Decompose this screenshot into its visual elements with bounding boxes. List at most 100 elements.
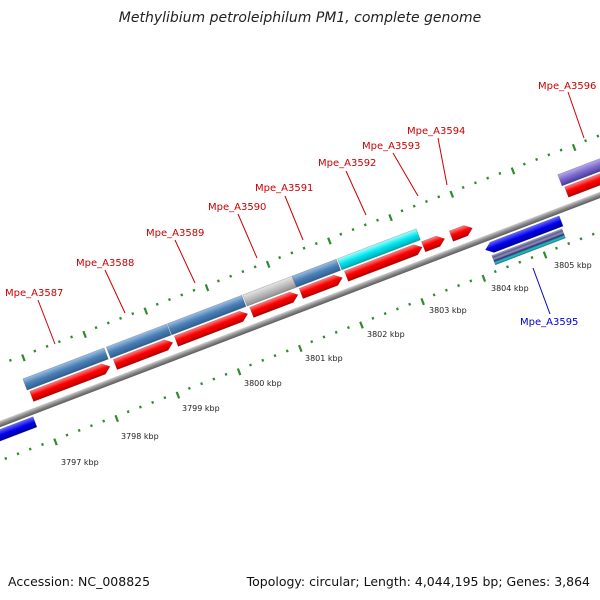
major-tick — [114, 414, 119, 423]
cds-arrow-mpe-a3587[interactable] — [29, 361, 112, 402]
minor-tick — [555, 246, 558, 250]
tick-label-3798: 3798 kbp — [121, 432, 159, 441]
minor-tick — [559, 148, 563, 152]
gene-label-mpe-a3594[interactable]: Mpe_A3594 — [407, 126, 465, 137]
minor-tick — [200, 382, 204, 386]
minor-tick — [192, 288, 196, 292]
minor-tick — [518, 260, 522, 264]
minor-tick — [310, 340, 314, 344]
minor-tick — [457, 284, 461, 288]
cds-arrow-mpe-a3591[interactable] — [298, 273, 344, 300]
minor-tick — [334, 330, 338, 334]
major-tick — [327, 237, 332, 245]
minor-tick — [151, 400, 155, 404]
gene-features[interactable] — [0, 157, 600, 460]
tick-label-3804: 3804 kbp — [491, 284, 529, 293]
minor-tick — [33, 349, 37, 353]
tick-marks — [4, 134, 600, 461]
minor-tick — [102, 419, 106, 423]
gene-box-mpe-a3592[interactable] — [337, 228, 421, 271]
minor-tick — [591, 232, 595, 236]
minor-tick — [261, 358, 265, 362]
minor-tick — [155, 302, 159, 306]
cds-arrow-mpe-a3596[interactable] — [564, 171, 600, 198]
minor-tick — [314, 241, 318, 246]
minor-tick — [168, 298, 171, 302]
minor-tick — [138, 405, 142, 409]
upper-tick-row — [8, 134, 600, 362]
minor-tick — [28, 447, 32, 451]
minor-tick — [119, 316, 122, 320]
cds-arrow-mpe-a3592[interactable] — [344, 242, 424, 282]
minor-tick — [596, 134, 600, 138]
cds-box-partial-left[interactable] — [0, 416, 38, 450]
minor-tick — [70, 335, 74, 339]
gene-label-mpe-a3592[interactable]: Mpe_A3592 — [318, 158, 376, 169]
minor-tick — [371, 316, 375, 320]
cds-arrow-mpe-a3588[interactable] — [112, 337, 174, 371]
minor-tick — [89, 424, 93, 428]
minor-tick — [425, 199, 428, 204]
cds-arrow-mpe-a3590[interactable] — [249, 290, 300, 318]
gene-label-mpe-a3589[interactable]: Mpe_A3589 — [146, 228, 204, 239]
major-tick — [449, 190, 455, 198]
minor-tick — [506, 265, 510, 269]
leader-line — [345, 170, 367, 216]
gene-label-mpe-a3596[interactable]: Mpe_A3596 — [538, 81, 596, 92]
gene-box-mpe-a3591[interactable] — [291, 258, 342, 288]
leader-line — [437, 137, 448, 186]
rotated-track-group — [0, 134, 600, 461]
cds-arrow-mpe-a3589[interactable] — [173, 309, 249, 347]
minor-tick — [41, 442, 44, 446]
minor-tick — [278, 255, 282, 260]
minor-tick — [408, 302, 412, 306]
minor-tick — [224, 372, 228, 376]
gene-labels: Mpe_A3587 Mpe_A3588 Mpe_A3589 Mpe_A3590 … — [5, 81, 596, 345]
minor-tick — [522, 162, 526, 166]
cds-arrow-mpe-a3595[interactable] — [484, 215, 564, 255]
gene-label-mpe-a3591[interactable]: Mpe_A3591 — [255, 183, 313, 194]
major-tick — [265, 260, 271, 268]
minor-tick — [216, 279, 220, 283]
tick-label-3802: 3802 kbp — [367, 330, 405, 339]
minor-tick — [383, 312, 387, 316]
gene-label-mpe-a3588[interactable]: Mpe_A3588 — [76, 258, 134, 269]
major-tick — [542, 251, 548, 259]
minor-tick — [346, 326, 350, 330]
minor-tick — [131, 312, 135, 316]
gene-label-mpe-a3595[interactable]: Mpe_A3595 — [520, 317, 578, 328]
gene-label-mpe-a3587[interactable]: Mpe_A3587 — [5, 288, 63, 299]
gene-box-mpe-a3587[interactable] — [22, 347, 109, 391]
minor-tick — [4, 456, 8, 461]
minor-tick — [567, 241, 571, 246]
cds-arrow-mpe-a3594[interactable] — [448, 223, 474, 242]
minor-tick — [16, 452, 20, 456]
minor-tick — [229, 274, 233, 278]
gene-box-mpe-a3595[interactable] — [491, 228, 566, 266]
gene-box-mpe-a3590[interactable] — [242, 275, 297, 307]
major-tick — [571, 143, 577, 152]
minor-tick — [486, 176, 490, 180]
minor-tick — [253, 265, 257, 269]
gene-label-mpe-a3590[interactable]: Mpe_A3590 — [208, 202, 266, 213]
minor-tick — [473, 181, 477, 185]
gene-box-mpe-a3596[interactable] — [557, 157, 600, 187]
minor-tick — [376, 218, 380, 222]
minor-tick — [8, 358, 12, 362]
minor-tick — [77, 428, 81, 432]
cds-arrow-mpe-a3593[interactable] — [421, 234, 447, 253]
gene-label-mpe-a3593[interactable]: Mpe_A3593 — [362, 141, 420, 152]
gene-box-mpe-a3589[interactable] — [167, 294, 247, 336]
minor-tick — [530, 255, 534, 260]
minor-tick — [351, 227, 355, 232]
minor-tick — [163, 396, 167, 400]
minor-tick — [493, 269, 497, 274]
major-tick — [175, 391, 181, 399]
leader-line — [532, 267, 551, 315]
major-tick — [298, 344, 303, 353]
gene-box-mpe-a3588[interactable] — [105, 323, 172, 359]
genome-summary-text: Topology: circular; Length: 4,044,195 bp… — [246, 574, 590, 589]
minor-tick — [106, 321, 110, 325]
map-title: Methylibium petroleiphilum PM1, complete… — [118, 10, 482, 26]
